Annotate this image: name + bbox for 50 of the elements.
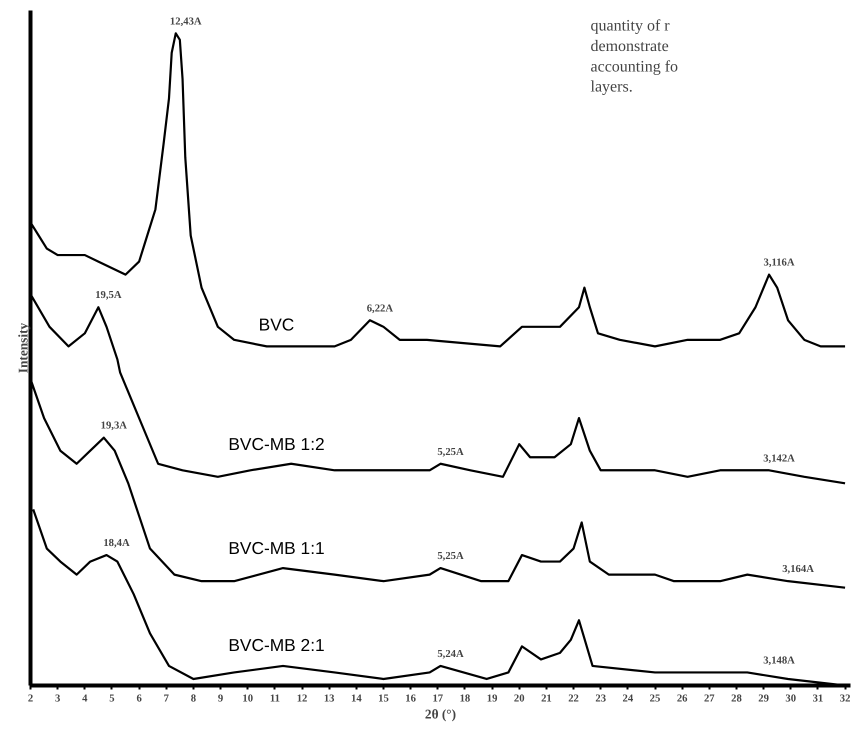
series-label: BVC-MB 1:1 bbox=[228, 538, 325, 558]
x-tick-label: 32 bbox=[840, 694, 850, 704]
annotation: 18,4A bbox=[103, 538, 130, 550]
x-tick-label: 16 bbox=[405, 694, 417, 704]
x-tick-label: 12 bbox=[296, 694, 308, 704]
x-tick-label: 2 bbox=[28, 694, 34, 704]
y-axis-title: Intensity bbox=[16, 322, 30, 374]
x-tick-label: 29 bbox=[758, 694, 769, 704]
x-tick-label: 6 bbox=[136, 694, 142, 704]
x-tick-label: 23 bbox=[595, 694, 606, 704]
x-tick-label: 4 bbox=[82, 694, 88, 704]
annotation: 3,142A bbox=[763, 453, 796, 464]
x-tick-label: 21 bbox=[541, 694, 552, 704]
x-tick-label: 3 bbox=[54, 694, 60, 704]
x-tick-label: 15 bbox=[378, 694, 389, 704]
annotation: 5,24A bbox=[437, 648, 464, 660]
annotation: 5,25A bbox=[437, 551, 464, 562]
annotation: 5,25A bbox=[437, 446, 464, 458]
annotation: 3,148A bbox=[763, 655, 796, 666]
x-tick-label: 22 bbox=[568, 694, 579, 704]
x-tick-label: 28 bbox=[731, 694, 742, 704]
x-tick-label: 10 bbox=[242, 694, 254, 704]
x-tick-label: 31 bbox=[812, 694, 824, 704]
annotation: 6,22A bbox=[366, 303, 394, 314]
x-tick-label: 26 bbox=[676, 694, 688, 704]
x-tick-label: 25 bbox=[650, 694, 660, 704]
annotation: 12,43A bbox=[170, 16, 202, 28]
x-tick-label: 13 bbox=[324, 694, 335, 704]
x-tick-label: 19 bbox=[486, 694, 498, 704]
x-tick-label: 30 bbox=[785, 694, 796, 704]
x-tick-label: 20 bbox=[514, 694, 525, 704]
x-tick-label: 14 bbox=[351, 694, 362, 704]
x-tick-label: 9 bbox=[218, 694, 224, 704]
x-axis-title: 2θ (°) bbox=[424, 706, 456, 722]
annotation: 19,5A bbox=[95, 290, 122, 302]
x-tick-label: 5 bbox=[109, 694, 115, 704]
annotation: 3,164A bbox=[782, 564, 814, 576]
annotation: quantity of r demonstrate accounting fo layers. bbox=[590, 18, 678, 96]
series-label: BVC-MB 2:1 bbox=[228, 634, 325, 655]
x-tick-label: 11 bbox=[270, 694, 280, 704]
annotation: 3,116A bbox=[764, 258, 795, 269]
series-label: BVC bbox=[258, 314, 294, 334]
x-tick-label: 17 bbox=[432, 694, 444, 704]
series-label: BVC-MB 1:2 bbox=[228, 434, 325, 454]
x-tick-label: 27 bbox=[704, 694, 716, 704]
x-tick-label: 7 bbox=[164, 694, 170, 704]
x-tick-label: 24 bbox=[622, 694, 634, 704]
annotation: 19,3A bbox=[100, 420, 128, 432]
x-tick-label: 18 bbox=[460, 694, 470, 704]
x-tick-label: 8 bbox=[190, 694, 196, 704]
